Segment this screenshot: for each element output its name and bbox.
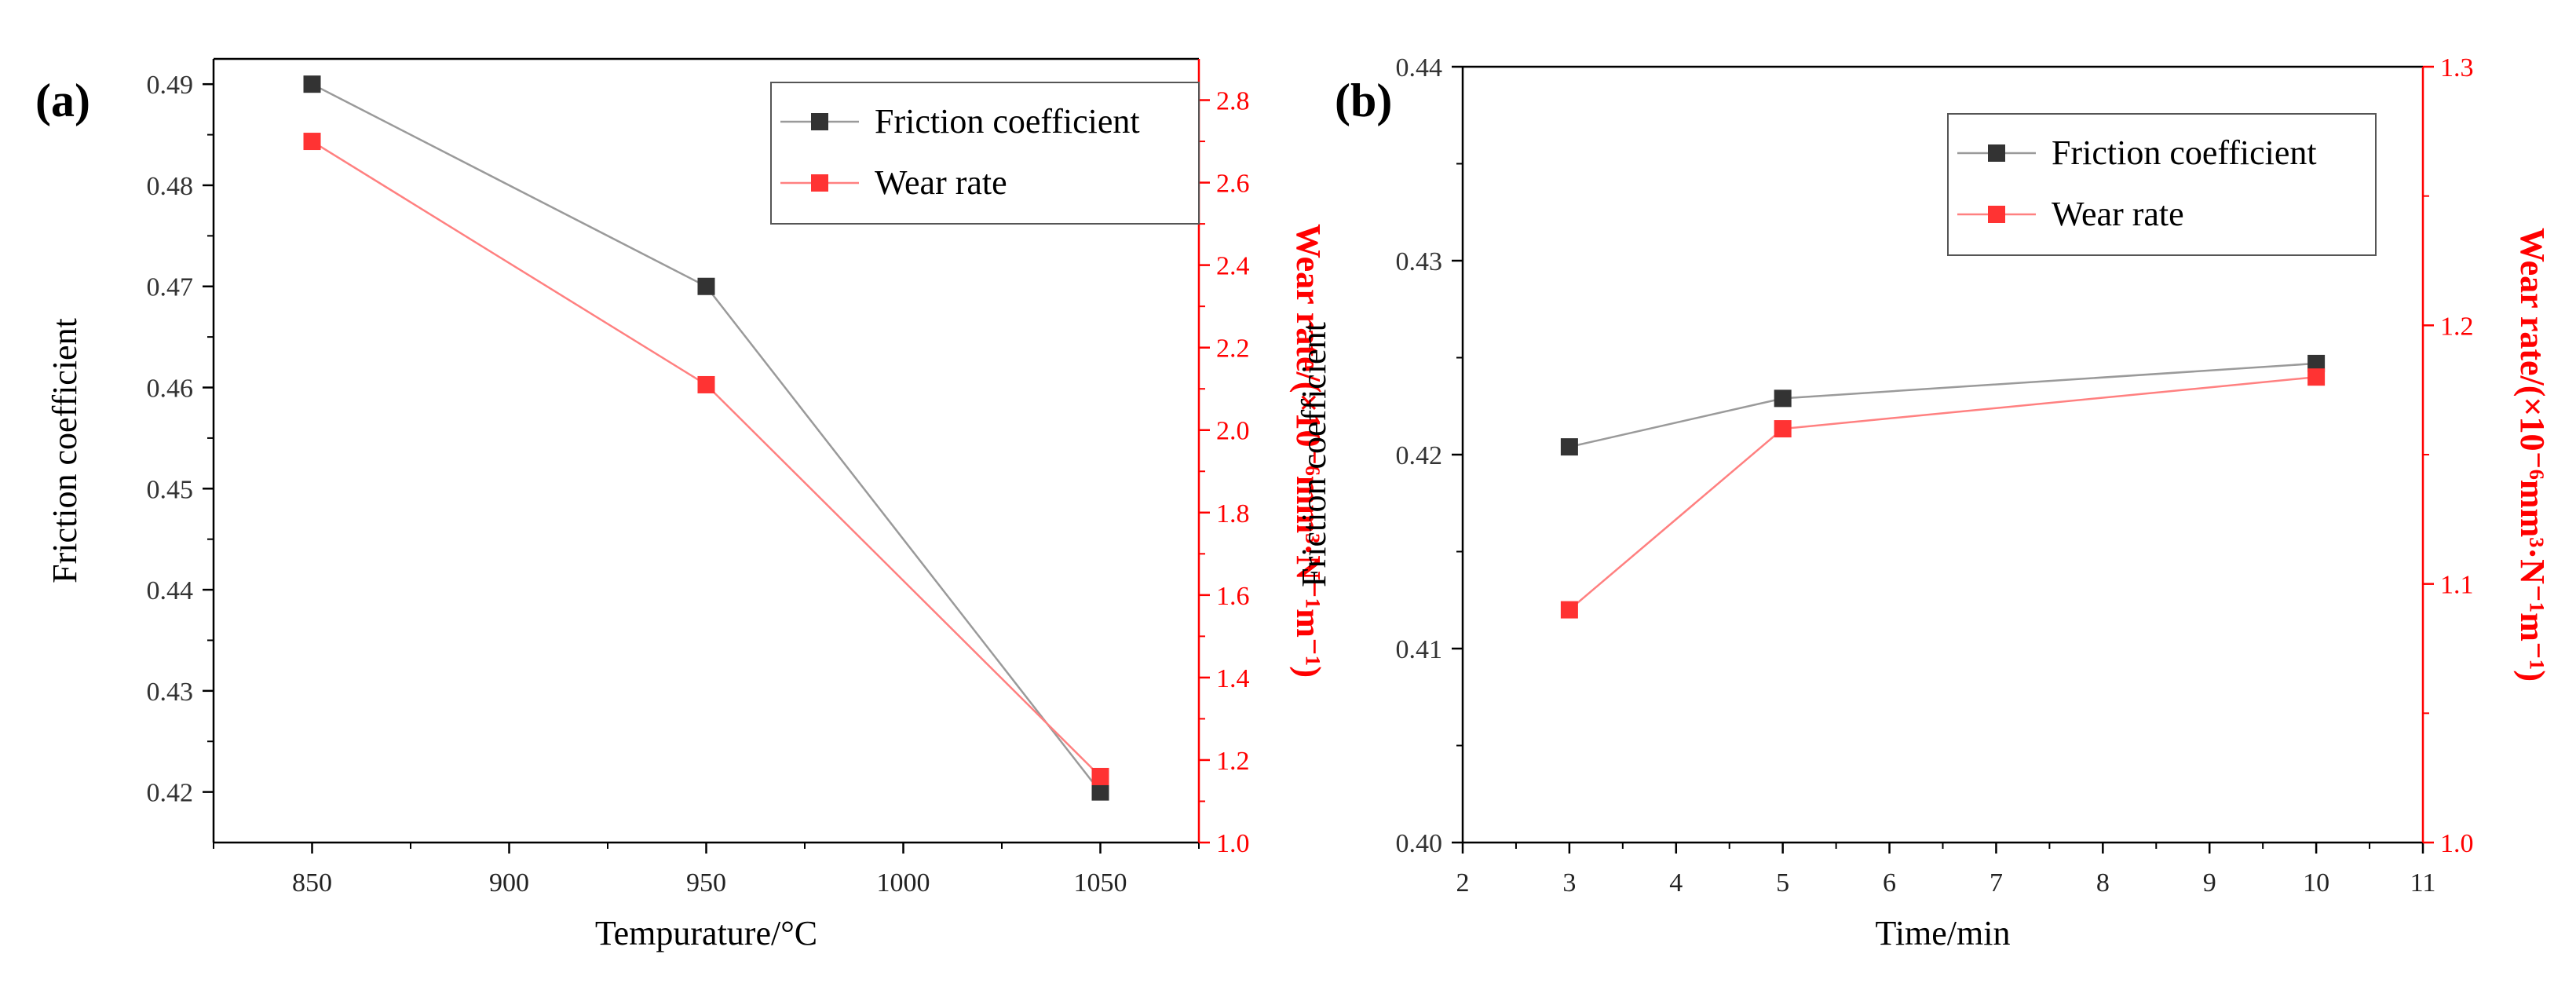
wear-rate-marker <box>697 375 715 393</box>
y-tick-label: 0.44 <box>147 576 194 605</box>
y-tick-label: 0.46 <box>147 375 194 404</box>
x-tick-label: 11 <box>2410 868 2436 897</box>
y2-tick-label: 2.0 <box>1216 417 1250 446</box>
legend-marker <box>1988 144 2005 162</box>
x-tick-label: 8 <box>2096 868 2110 897</box>
y-axis-title: Friction coefficient <box>1295 322 1333 587</box>
wear-rate-marker <box>303 133 321 151</box>
friction-coefficient-marker <box>303 75 321 93</box>
y2-tick-label: 1.4 <box>1216 664 1250 693</box>
x-tick-label: 5 <box>1776 868 1789 897</box>
wear-rate-marker <box>1560 601 1578 619</box>
y-tick-label: 0.43 <box>147 678 194 707</box>
y-tick-label: 0.44 <box>1396 53 1443 82</box>
panel-label: (a) <box>35 75 90 126</box>
legend-box <box>770 82 1200 225</box>
y-tick-label: 0.42 <box>1396 441 1443 470</box>
x-tick-label: 9 <box>2203 868 2216 897</box>
y2-tick-label: 1.2 <box>1216 747 1250 776</box>
y-tick-label: 0.43 <box>1396 247 1443 276</box>
y2-tick-label: 1.6 <box>1216 582 1250 611</box>
wear-rate-line <box>1569 375 2317 611</box>
friction-coefficient-marker <box>1091 783 1109 801</box>
legend-box <box>1947 113 2377 256</box>
wear-rate-line <box>311 140 1102 777</box>
legend-label-friction-coefficient: Friction coefficient <box>2052 133 2317 172</box>
legend: Friction coefficient Wear rate <box>1947 113 2377 256</box>
y2-tick-label: 1.2 <box>2440 312 2474 341</box>
y-tick-label: 0.45 <box>147 475 194 504</box>
y-tick-label: 0.42 <box>147 779 194 808</box>
y-tick-label: 0.47 <box>147 273 194 302</box>
chart-panel-a: 850 900 950 1000 1050 0.42 0.43 0.44 0.45 0.46 0.4… <box>35 57 1328 952</box>
y-tick-label: 0.48 <box>147 172 194 201</box>
wear-rate-marker <box>2307 368 2326 386</box>
chart-panel-b: 2 3 4 5 6 7 8 9 10 11 0.40 0.41 0.42 0.43 0.44 1.0 1.1 1.… <box>1295 53 2552 952</box>
legend-marker <box>1988 206 2005 223</box>
x-tick-label: 7 <box>1990 868 2003 897</box>
legend-marker <box>811 174 828 192</box>
y2-axis-title: Wear rate/(×10⁻⁶mm³·N⁻¹m⁻¹) <box>2513 228 2552 682</box>
x-tick-label: 1000 <box>877 868 930 897</box>
x-tick-label: 900 <box>489 868 529 897</box>
x-axis-title: Tempurature/°C <box>595 914 817 952</box>
y2-tick-label: 2.4 <box>1216 252 1250 281</box>
y2-tick-label: 1.0 <box>2440 829 2474 858</box>
y2-tick-label: 2.2 <box>1216 334 1250 364</box>
legend-label-wear-rate: Wear rate <box>875 163 1007 202</box>
x-tick-label: 3 <box>1562 868 1576 897</box>
x-tick-label: 950 <box>686 868 726 897</box>
x-tick-label: 6 <box>1883 868 1896 897</box>
panel-label: (b) <box>1335 75 1392 126</box>
legend-marker <box>811 113 828 130</box>
friction-coefficient-marker <box>1560 438 1578 456</box>
x-tick-label: 4 <box>1669 868 1683 897</box>
y2-tick-label: 2.8 <box>1216 87 1250 116</box>
friction-coefficient-marker <box>1774 389 1792 408</box>
x-tick-label: 10 <box>2303 868 2329 897</box>
y2-tick-label: 1.1 <box>2440 571 2474 600</box>
legend-label-friction-coefficient: Friction coefficient <box>875 102 1140 141</box>
y-tick-label: 0.49 <box>147 71 194 100</box>
y-tick-label: 0.41 <box>1396 635 1443 664</box>
y-tick-label: 0.40 <box>1396 829 1443 858</box>
y2-axis-title: Wear rate/(×10⁻⁶mm³·N⁻¹m⁻¹) <box>1289 224 1328 678</box>
friction-coefficient-marker <box>2307 354 2326 372</box>
x-tick-label: 1050 <box>1074 868 1127 897</box>
legend-label-wear-rate: Wear rate <box>2052 195 2184 233</box>
legend: Friction coefficient Wear rate <box>770 82 1200 225</box>
friction-coefficient-line <box>1569 362 2317 448</box>
y2-tick-label: 1.3 <box>2440 53 2474 82</box>
friction-coefficient-marker <box>697 277 715 295</box>
y-axis-title: Friction coefficient <box>46 318 84 583</box>
y2-tick-label: 1.8 <box>1216 499 1250 528</box>
x-axis-title: Time/min <box>1876 914 2011 952</box>
y2-tick-label: 2.6 <box>1216 170 1250 199</box>
x-tick-label: 850 <box>292 868 332 897</box>
x-tick-label: 2 <box>1456 868 1470 897</box>
wear-rate-marker <box>1774 420 1792 438</box>
wear-rate-marker <box>1091 767 1109 785</box>
y2-tick-label: 1.0 <box>1216 829 1250 858</box>
